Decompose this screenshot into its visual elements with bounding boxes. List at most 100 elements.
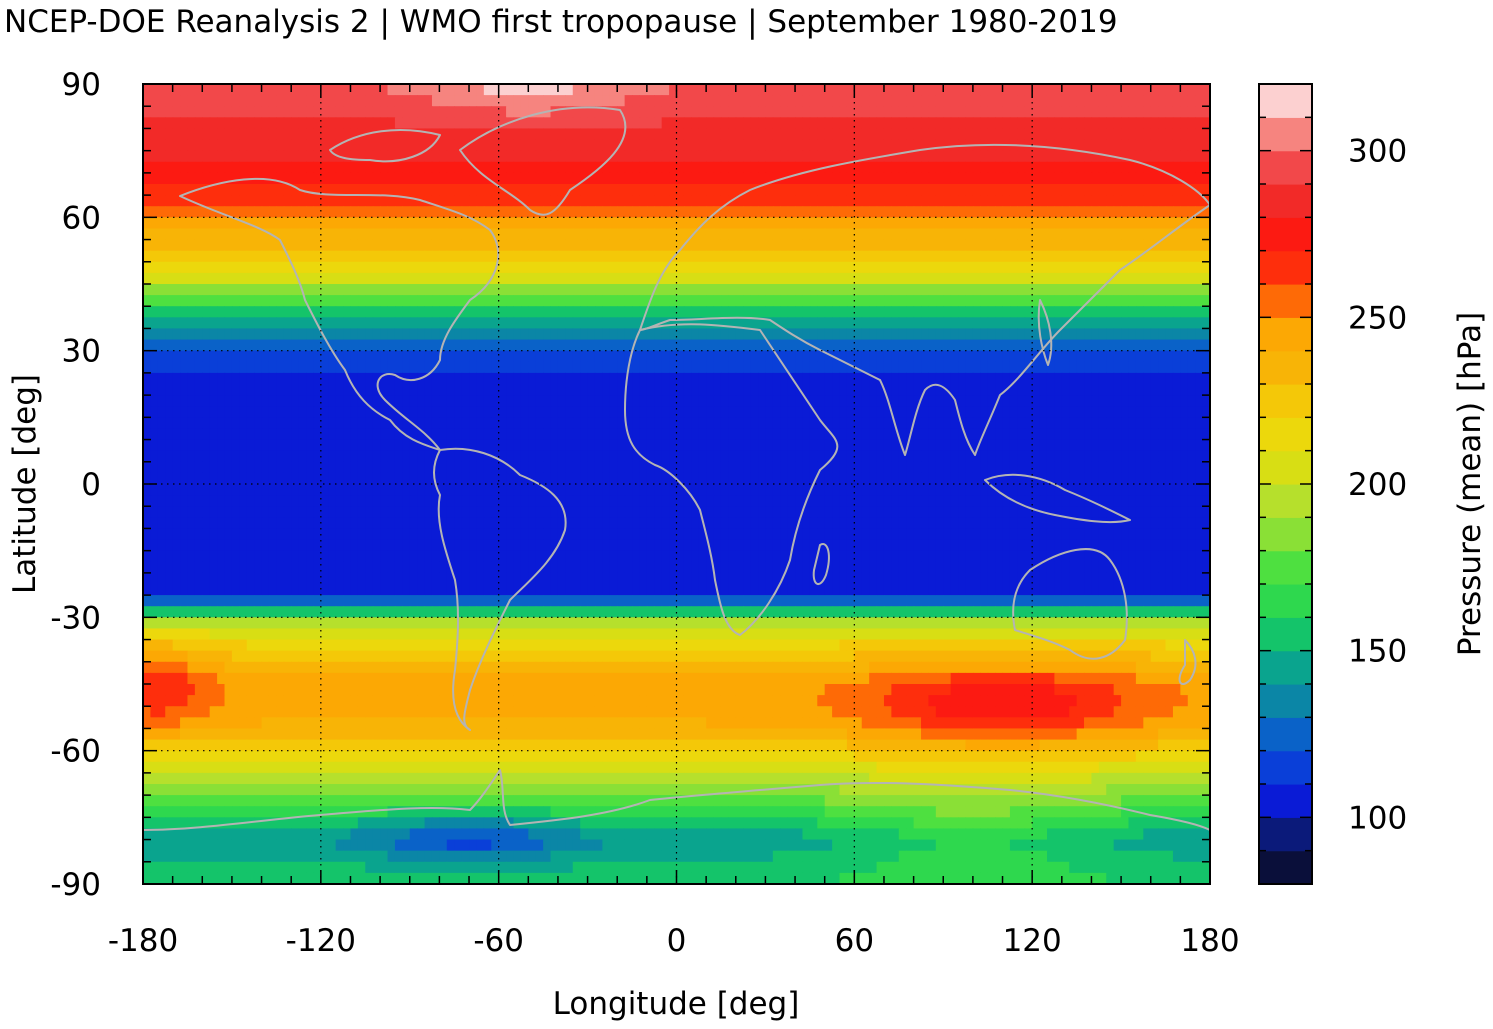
- heatmap-cell: [365, 184, 374, 196]
- heatmap-cell: [476, 417, 485, 430]
- heatmap-cell: [720, 306, 729, 318]
- heatmap-cell: [824, 261, 833, 274]
- heatmap-cell: [809, 172, 818, 185]
- heatmap-cell: [306, 161, 315, 174]
- heatmap-cell: [372, 172, 381, 185]
- heatmap-cell: [506, 317, 515, 330]
- heatmap-cell: [535, 150, 544, 163]
- heatmap-cell: [972, 339, 981, 352]
- heatmap-cell: [943, 128, 952, 141]
- heatmap-cell: [765, 250, 774, 263]
- heatmap-cell: [1069, 195, 1078, 207]
- heatmap-cell: [876, 361, 885, 374]
- heatmap-cell: [535, 95, 544, 107]
- heatmap-cell: [202, 161, 211, 174]
- heatmap-cell: [772, 139, 781, 152]
- heatmap-cell: [1143, 95, 1152, 107]
- heatmap-cell: [758, 128, 767, 141]
- heatmap-cell: [365, 350, 374, 363]
- heatmap-cell: [343, 128, 352, 141]
- heatmap-cell: [1039, 428, 1048, 441]
- heatmap-cell: [772, 195, 781, 207]
- heatmap-cell: [987, 261, 996, 274]
- heatmap-cell: [832, 384, 841, 396]
- heatmap-cell: [380, 217, 389, 230]
- heatmap-cell: [787, 284, 796, 296]
- heatmap-cell: [735, 439, 744, 452]
- heatmap-cell: [483, 372, 492, 385]
- heatmap-cell: [543, 339, 552, 352]
- heatmap-cell: [580, 339, 589, 352]
- heatmap-cell: [854, 139, 863, 152]
- heatmap-cell: [543, 428, 552, 441]
- heatmap-cell: [891, 206, 900, 218]
- heatmap-cell: [943, 439, 952, 452]
- heatmap-cell: [1187, 428, 1196, 441]
- heatmap-cell: [832, 150, 841, 163]
- heatmap-cell: [357, 350, 366, 363]
- heatmap-cell: [602, 361, 611, 374]
- heatmap-cell: [676, 272, 685, 285]
- heatmap-cell: [572, 317, 581, 330]
- heatmap-cell: [780, 117, 789, 130]
- heatmap-cell: [921, 172, 930, 185]
- heatmap-cell: [343, 161, 352, 174]
- heatmap-cell: [883, 261, 892, 274]
- heatmap-cell: [624, 228, 633, 241]
- heatmap-cell: [276, 439, 285, 452]
- heatmap-cell: [231, 439, 240, 452]
- heatmap-cell: [691, 395, 700, 407]
- heatmap-cell: [254, 306, 263, 318]
- heatmap-cell: [476, 150, 485, 163]
- heatmap-cell: [1076, 239, 1085, 252]
- heatmap-cell: [817, 295, 826, 307]
- heatmap-cell: [350, 117, 359, 130]
- heatmap-cell: [365, 217, 374, 230]
- heatmap-cell: [1069, 172, 1078, 185]
- heatmap-cell: [602, 150, 611, 163]
- heatmap-cell: [950, 117, 959, 130]
- heatmap-cell: [520, 84, 529, 96]
- heatmap-cell: [987, 339, 996, 352]
- heatmap-cell: [506, 350, 515, 363]
- heatmap-cell: [150, 228, 159, 241]
- heatmap-cell: [402, 450, 411, 463]
- heatmap-cell: [780, 95, 789, 107]
- heatmap-cell: [839, 372, 848, 385]
- heatmap-cell: [424, 306, 433, 318]
- heatmap-cell: [1113, 250, 1122, 263]
- heatmap-cell: [454, 195, 463, 207]
- heatmap-cell: [632, 328, 641, 341]
- heatmap-cell: [1172, 439, 1181, 452]
- heatmap-cell: [824, 172, 833, 185]
- heatmap-cell: [276, 206, 285, 218]
- heatmap-cell: [676, 172, 685, 185]
- heatmap-cell: [720, 150, 729, 163]
- heatmap-cell: [446, 350, 455, 363]
- heatmap-cell: [861, 228, 870, 241]
- heatmap-cell: [394, 350, 403, 363]
- heatmap-cell: [876, 117, 885, 130]
- heatmap-cell: [617, 150, 626, 163]
- heatmap-cell: [357, 284, 366, 296]
- heatmap-cell: [157, 217, 166, 230]
- heatmap-cell: [758, 261, 767, 274]
- heatmap-cell: [387, 195, 396, 207]
- heatmap-cell: [380, 361, 389, 374]
- heatmap-cell: [683, 284, 692, 296]
- heatmap-cell: [520, 350, 529, 363]
- heatmap-cell: [965, 417, 974, 430]
- heatmap-cell: [246, 139, 255, 152]
- heatmap-cell: [1187, 406, 1196, 418]
- heatmap-cell: [1002, 372, 1011, 385]
- heatmap-cell: [935, 161, 944, 174]
- heatmap-cell: [194, 295, 203, 307]
- heatmap-cell: [654, 150, 663, 163]
- heatmap-cell: [372, 206, 381, 218]
- heatmap-cell: [758, 217, 767, 230]
- heatmap-cell: [750, 428, 759, 441]
- heatmap-cell: [1172, 250, 1181, 263]
- heatmap-cell: [387, 350, 396, 363]
- heatmap-cell: [691, 317, 700, 330]
- heatmap-cell: [913, 106, 922, 118]
